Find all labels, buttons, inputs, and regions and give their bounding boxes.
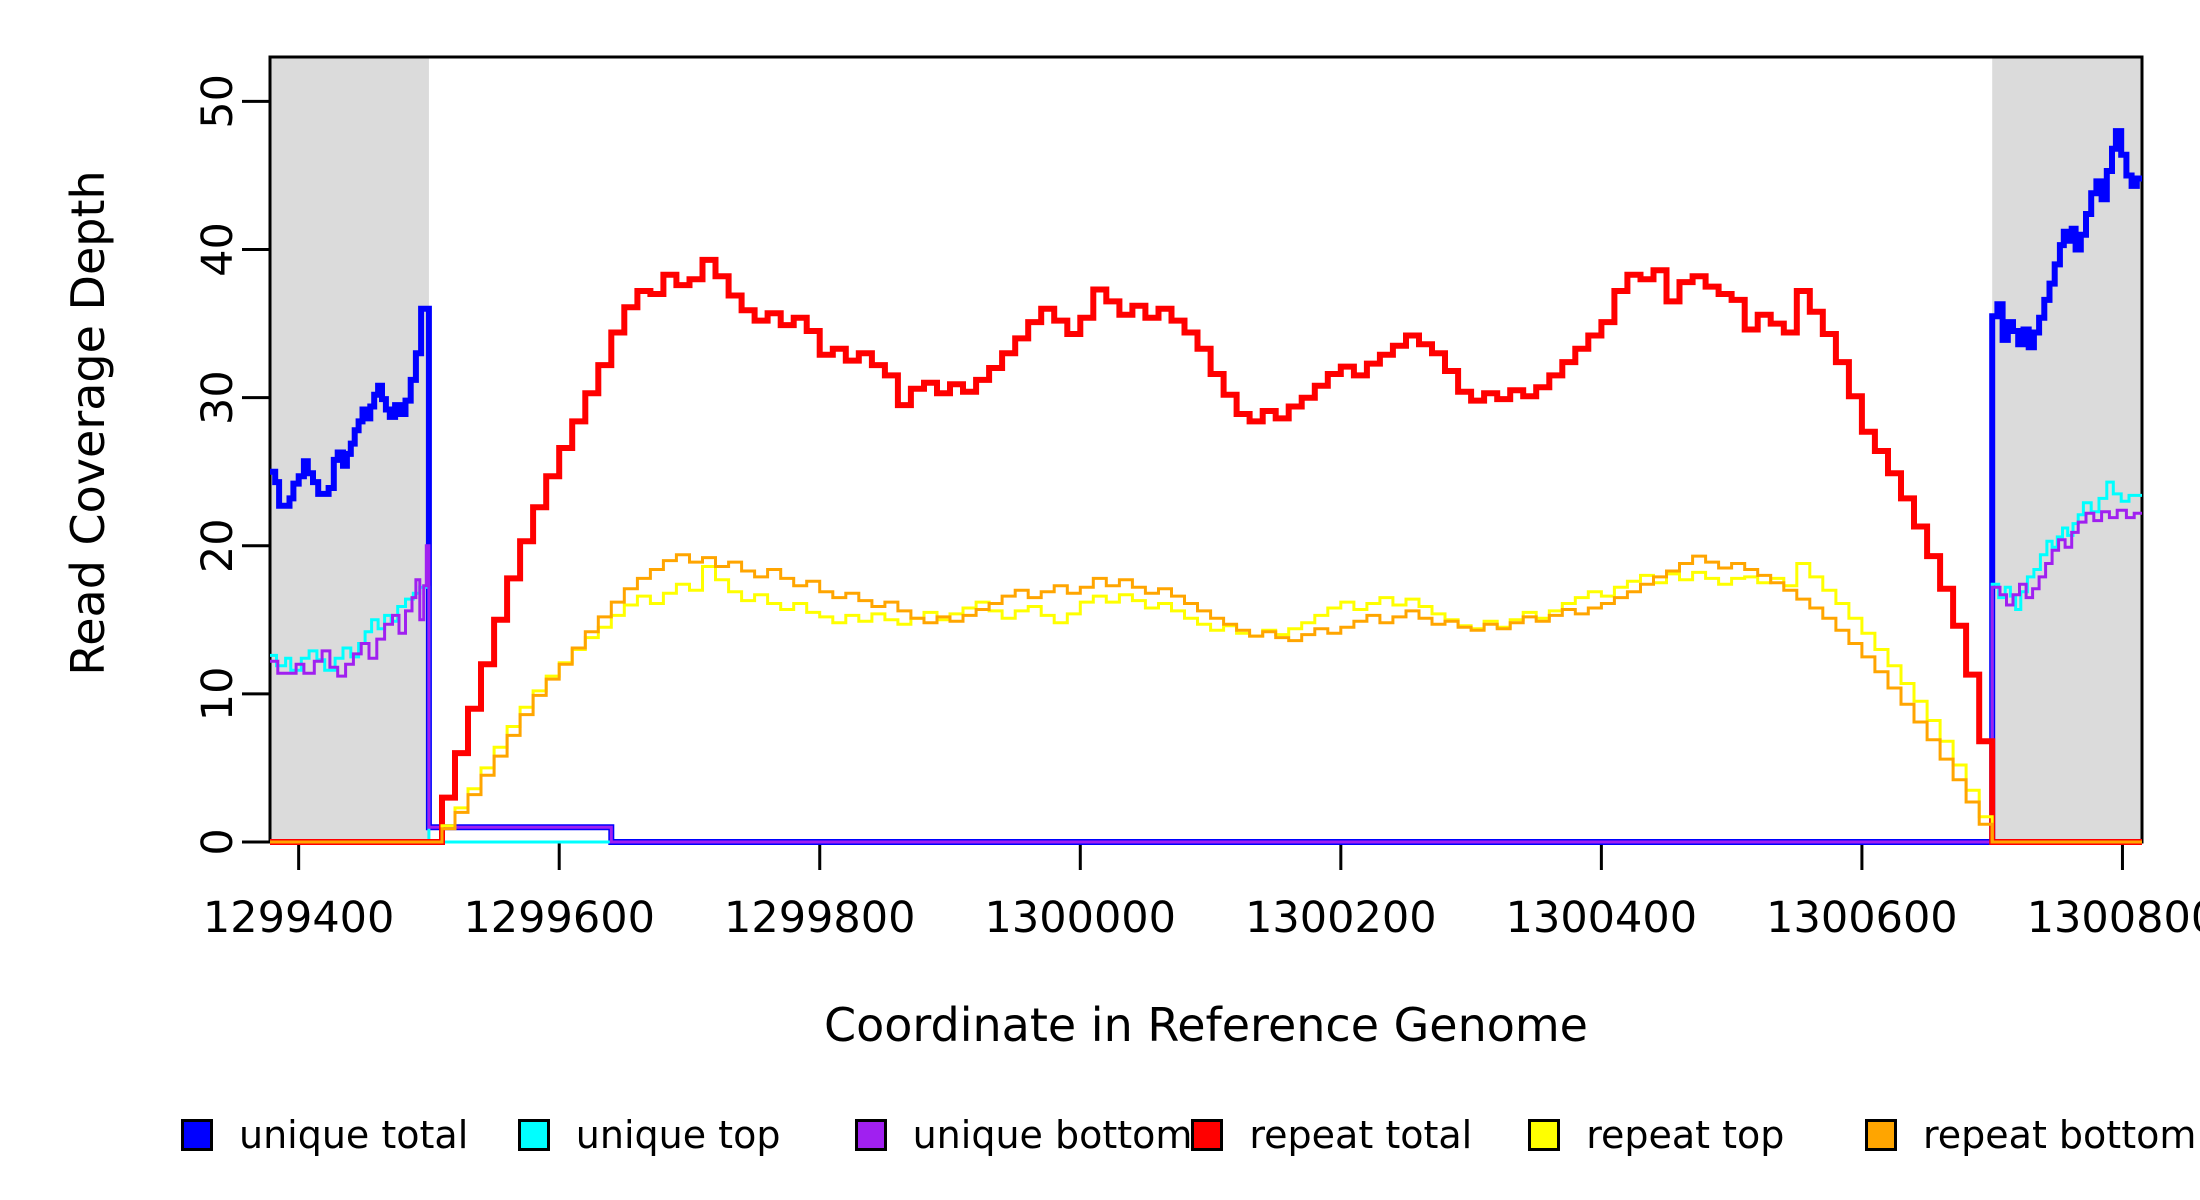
legend-swatch-unique-top — [517, 1119, 550, 1151]
series-unique-top — [270, 480, 2142, 844]
x-tick-label: 1300200 — [1245, 893, 1437, 943]
legend-swatch-unique-total — [181, 1119, 213, 1151]
legend-swatch-unique-bottom — [854, 1119, 887, 1151]
legend-label-repeat-total: repeat total — [1249, 1113, 1473, 1157]
legend-item-unique-top: unique top — [517, 1113, 781, 1157]
series-repeat-total — [270, 256, 2142, 845]
series-unique-bottom — [270, 508, 2142, 844]
legend-item-unique-bottom: unique bottom — [854, 1113, 1193, 1157]
series-repeat-bottom — [270, 553, 2142, 844]
x-tick-label: 1300400 — [1506, 893, 1698, 943]
y-tick-label: 30 — [193, 370, 243, 425]
y-tick-label: 10 — [193, 667, 243, 722]
legend-item-unique-total: unique total — [181, 1113, 469, 1157]
legend-swatch-repeat-top — [1528, 1119, 1561, 1151]
y-tick-label: 20 — [193, 518, 243, 573]
legend-item-repeat-top: repeat top — [1528, 1113, 1785, 1157]
x-tick-label: 1300000 — [985, 893, 1177, 943]
legend-label-repeat-top: repeat top — [1586, 1113, 1785, 1157]
x-tick-label: 1299400 — [203, 893, 395, 943]
legend-label-unique-bottom: unique bottom — [912, 1113, 1193, 1157]
legend-label-unique-total: unique total — [239, 1113, 469, 1157]
shaded-region-right-flank — [1992, 57, 2142, 842]
legend-label-repeat-bottom: repeat bottom — [1923, 1113, 2197, 1157]
plot-box — [268, 55, 2144, 844]
legend-label-unique-top: unique top — [575, 1113, 781, 1157]
x-tick-label: 1300800 — [2027, 893, 2200, 943]
legend-swatch-repeat-total — [1191, 1119, 1224, 1151]
series-unique-total — [270, 128, 2142, 845]
x-tick-label: 1299800 — [724, 893, 916, 943]
x-tick-label: 1300600 — [1766, 893, 1958, 943]
legend-item-repeat-total: repeat total — [1191, 1113, 1473, 1157]
legend-item-repeat-bottom: repeat bottom — [1865, 1113, 2197, 1157]
legend-swatch-repeat-bottom — [1865, 1119, 1897, 1151]
legend: unique total unique top unique bottom repea… — [0, 0, 2200, 1154]
x-tick-label: 1299600 — [463, 893, 655, 943]
y-tick-label: 0 — [193, 828, 243, 855]
series-repeat-top — [270, 562, 2142, 844]
y-tick-label: 40 — [193, 222, 243, 277]
y-axis-title: Read Coverage Depth — [61, 170, 115, 676]
y-tick-label: 50 — [193, 74, 243, 129]
x-axis-title: Coordinate in Reference Genome — [824, 998, 1588, 1052]
